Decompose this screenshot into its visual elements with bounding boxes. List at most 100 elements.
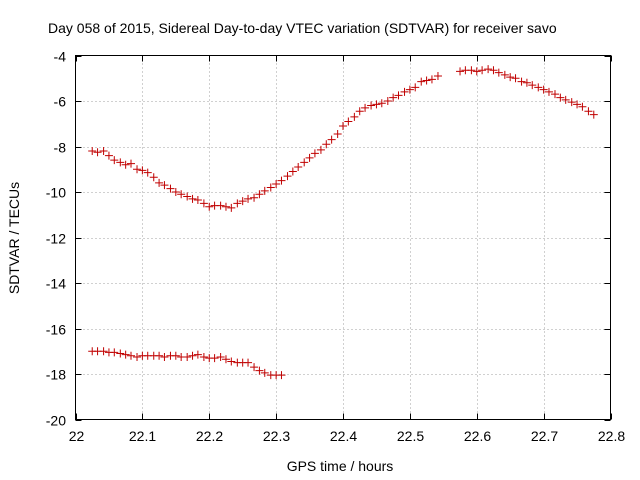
grid [75, 55, 611, 420]
data-point [500, 70, 509, 79]
data-point [260, 368, 269, 377]
data-point [456, 67, 465, 76]
data-point [171, 351, 180, 360]
x-tick-label: 22.5 [397, 428, 424, 444]
data-point [110, 156, 119, 165]
data-point [233, 199, 242, 208]
data-point [333, 129, 342, 138]
data-point [250, 363, 259, 372]
data-point [277, 371, 286, 380]
data-point [283, 172, 292, 181]
data-point [584, 107, 593, 116]
data-point [221, 355, 230, 364]
data-point [210, 354, 219, 363]
data-point [250, 193, 259, 202]
data-point [484, 65, 493, 74]
data-point [155, 351, 164, 360]
data-point [221, 202, 230, 211]
y-tick-label: -8 [54, 140, 67, 156]
data-point [272, 180, 281, 189]
y-tick-labels: -4 -6 -8 -10 -12 -14 -16 -18 -20 [46, 49, 66, 429]
data-point [494, 68, 503, 77]
data-point [193, 350, 202, 359]
data-point [216, 201, 225, 210]
data-point [344, 117, 353, 126]
x-tick-label: 22.8 [598, 428, 625, 444]
data-point [183, 352, 192, 361]
y-tick-label: -14 [46, 276, 66, 292]
data-point [193, 195, 202, 204]
data-point [411, 83, 420, 92]
data-point [427, 75, 436, 84]
plot-frame [75, 55, 611, 420]
series-upper [88, 65, 598, 212]
x-axis-label: GPS time / hours [287, 458, 394, 474]
data-point [422, 76, 431, 85]
data-point [199, 352, 208, 361]
data-point [171, 188, 180, 196]
data-point [561, 95, 570, 104]
axis-ticks [75, 55, 612, 421]
data-point [238, 197, 247, 206]
data-point [183, 192, 192, 201]
data-point [394, 91, 403, 100]
data-point [550, 90, 559, 99]
data-point [433, 71, 442, 80]
y-tick-label: -20 [46, 413, 66, 429]
data-point [199, 199, 208, 208]
data-point [260, 186, 269, 195]
data-point [155, 178, 164, 187]
data-point [544, 87, 553, 96]
data-point [160, 352, 169, 361]
data-point [188, 194, 197, 203]
y-tick-label: -18 [46, 367, 66, 383]
data-point [177, 190, 186, 199]
x-tick-label: 22.3 [263, 428, 290, 444]
data-point [489, 66, 498, 75]
data-point [506, 73, 515, 82]
data-point [377, 99, 386, 108]
data-point [350, 112, 359, 121]
data-point [467, 66, 476, 75]
data-point [138, 166, 147, 175]
data-point [578, 102, 587, 111]
data-point [227, 203, 236, 212]
data-point [205, 202, 214, 211]
data-point [149, 173, 158, 182]
data-point [517, 77, 526, 86]
data-point [310, 149, 319, 158]
data-point [266, 183, 275, 192]
y-axis-label: SDTVAR / TECUs [6, 182, 22, 294]
x-tick-labels: 22 22.1 22.2 22.3 22.4 22.5 22.6 22.7 22.8 [69, 428, 626, 444]
data-point [534, 83, 543, 92]
data-point [188, 351, 197, 360]
data-series [88, 65, 598, 380]
data-point [300, 158, 309, 167]
data-point [522, 78, 531, 87]
data-point [511, 74, 520, 83]
data-point [277, 176, 286, 185]
data-point [405, 85, 414, 94]
data-point [383, 97, 392, 105]
data-point [244, 194, 253, 203]
data-point [327, 135, 336, 144]
data-point [567, 98, 576, 107]
data-point [216, 352, 225, 361]
y-tick-label: -6 [54, 94, 67, 110]
data-point [361, 103, 370, 112]
data-point [288, 167, 297, 176]
data-point [116, 349, 125, 358]
data-point [244, 358, 253, 367]
data-point [389, 93, 398, 102]
data-point [322, 140, 331, 149]
data-point [355, 107, 364, 116]
data-point [255, 366, 264, 375]
data-point [294, 162, 303, 171]
data-point [367, 101, 376, 110]
data-point [166, 184, 175, 193]
x-tick-label: 22.6 [464, 428, 491, 444]
y-tick-label: -4 [54, 49, 67, 65]
data-point [93, 148, 102, 157]
series-lower [88, 347, 286, 380]
